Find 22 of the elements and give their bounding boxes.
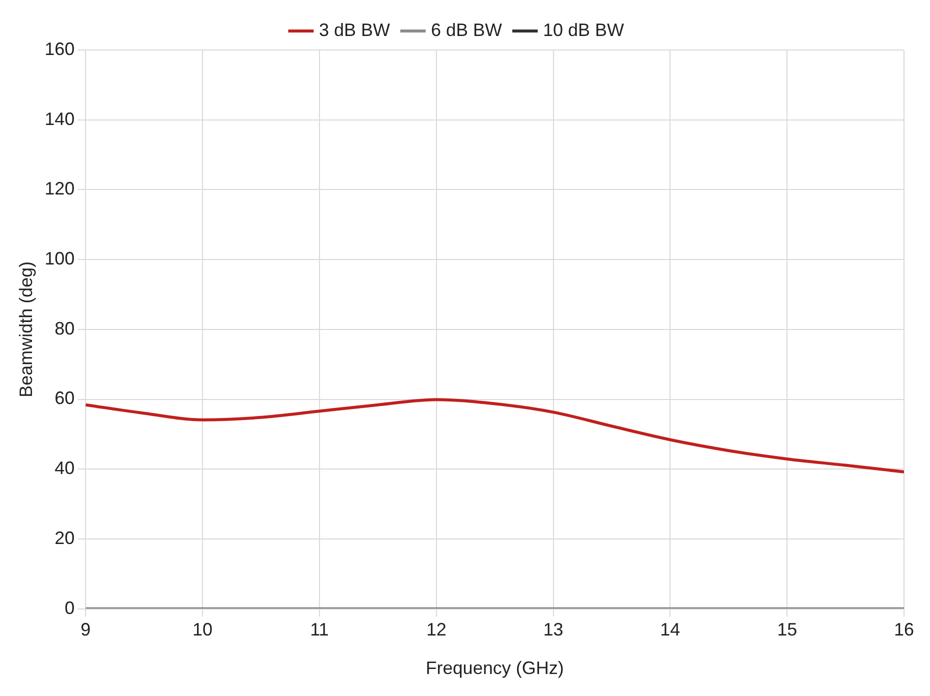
legend-label: 6 dB BW [430, 20, 502, 40]
x-tick-label: 13 [543, 620, 564, 640]
legend-label: 3 dB BW [318, 20, 390, 40]
x-tick-label: 15 [777, 620, 798, 640]
y-tick-label: 0 [64, 598, 75, 618]
y-axis-title: Beamwidth (deg) [16, 261, 36, 398]
y-tick-label: 40 [54, 458, 75, 478]
x-tick-label: 16 [894, 620, 914, 640]
x-tick-label: 11 [310, 620, 329, 640]
x-tick-label: 12 [426, 620, 446, 640]
y-tick-label: 20 [54, 528, 75, 548]
x-tick-label: 14 [660, 620, 680, 640]
x-tick-label: 9 [80, 620, 91, 640]
legend-label: 10 dB BW [543, 20, 624, 40]
y-tick-label: 120 [44, 178, 75, 199]
y-tick-label: 80 [54, 318, 75, 338]
y-tick-label: 160 [44, 38, 75, 59]
y-tick-label: 60 [54, 388, 75, 408]
y-tick-label: 140 [44, 108, 75, 129]
x-axis-title: Frequency (GHz) [426, 658, 564, 678]
x-tick-label: 10 [192, 620, 213, 640]
y-tick-label: 100 [44, 248, 75, 269]
